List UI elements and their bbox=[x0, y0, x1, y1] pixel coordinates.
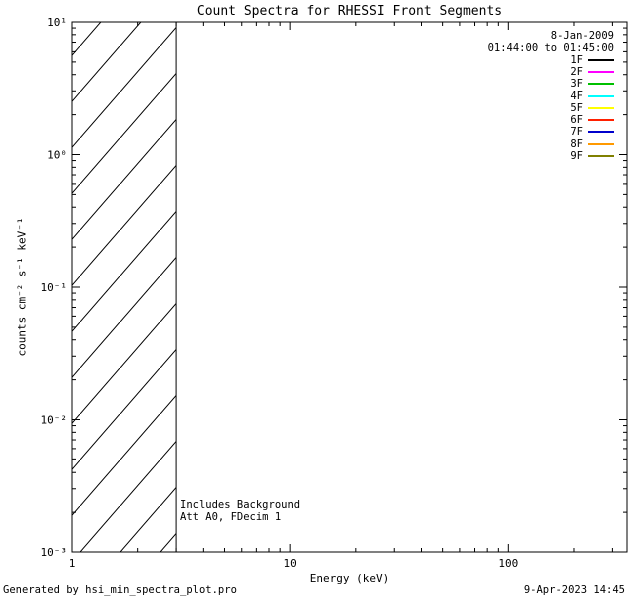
y-tick-label: 10⁻³ bbox=[41, 546, 68, 559]
plot-annotations: Includes Background Att A0, FDecim 1 bbox=[180, 499, 300, 523]
legend-entry-label: 3F bbox=[570, 78, 583, 90]
legend-entry-swatch bbox=[588, 131, 614, 133]
y-tick-label: 10⁻¹ bbox=[41, 281, 68, 294]
legend-entry-label: 6F bbox=[570, 114, 583, 126]
legend-date: 8-Jan-2009 bbox=[550, 30, 614, 42]
legend-entries: 1F 2F 3F 4F 5F 6F 7F 8F 9F bbox=[488, 54, 614, 162]
legend-entry-label: 8F bbox=[570, 138, 583, 150]
legend-entry-label: 2F bbox=[570, 66, 583, 78]
annotation-attenuator: Att A0, FDecim 1 bbox=[180, 511, 282, 523]
legend-entry-swatch bbox=[588, 71, 614, 73]
legend-entry-label: 1F bbox=[570, 54, 583, 66]
legend: 8-Jan-2009 01:44:00 to 01:45:00 1F 2F 3F 4F… bbox=[488, 30, 614, 162]
legend-entry-swatch bbox=[588, 119, 614, 121]
legend-entry: 7F bbox=[488, 126, 614, 138]
legend-entry-label: 4F bbox=[570, 90, 583, 102]
annotation-background: Includes Background bbox=[180, 499, 301, 511]
legend-entry-swatch bbox=[588, 143, 614, 145]
legend-entry: 6F bbox=[488, 114, 614, 126]
x-tick-label: 1 bbox=[69, 557, 76, 570]
x-tick-label: 100 bbox=[498, 557, 518, 570]
chart-title: Count Spectra for RHESSI Front Segments bbox=[196, 4, 503, 19]
legend-entry-swatch bbox=[588, 59, 614, 61]
y-tick-label: 10¹ bbox=[47, 16, 67, 29]
hatched-region bbox=[72, 22, 177, 552]
y-axis-label: counts cm⁻² s⁻¹ keV⁻¹ bbox=[15, 217, 29, 357]
legend-time-range: 01:44:00 to 01:45:00 bbox=[487, 42, 614, 54]
generator-credit: Generated by hsi_min_spectra_plot.pro bbox=[3, 584, 237, 596]
y-tick-label: 10⁰ bbox=[47, 149, 67, 162]
axes-ticks: 1 10 100 10⁻³ 10⁻² 10⁻¹ 10⁰ 10¹ bbox=[41, 16, 627, 570]
legend-entry-label: 7F bbox=[570, 126, 583, 138]
legend-entry: 3F bbox=[488, 78, 614, 90]
x-tick-label: 10 bbox=[284, 557, 297, 570]
legend-entry: 9F bbox=[488, 150, 614, 162]
legend-entry: 4F bbox=[488, 90, 614, 102]
legend-entry-swatch bbox=[588, 107, 614, 109]
legend-entry-swatch bbox=[588, 155, 614, 157]
legend-entry: 8F bbox=[488, 138, 614, 150]
x-axis-label: Energy (keV) bbox=[309, 572, 390, 585]
legend-entry-label: 5F bbox=[570, 102, 583, 114]
render-timestamp: 9-Apr-2023 14:45 bbox=[523, 584, 625, 596]
legend-entry-label: 9F bbox=[570, 150, 583, 162]
legend-entry: 2F bbox=[488, 66, 614, 78]
legend-entry-swatch bbox=[588, 83, 614, 85]
legend-entry: 1F bbox=[488, 54, 614, 66]
legend-entry: 5F bbox=[488, 102, 614, 114]
y-tick-label: 10⁻² bbox=[41, 414, 68, 427]
legend-entry-swatch bbox=[588, 95, 614, 97]
